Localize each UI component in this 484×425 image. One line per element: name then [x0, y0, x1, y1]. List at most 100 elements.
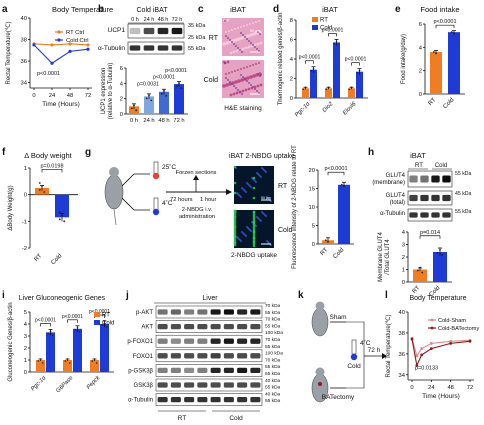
x-tick-label: Pgc-1α: [294, 101, 312, 119]
nbdg-signal: [252, 210, 256, 214]
y-tick-label: 8: [290, 18, 293, 24]
arm-label: BATectomy: [322, 394, 355, 401]
he-nucleus: [227, 79, 229, 81]
mouse-head-icon: [315, 301, 325, 311]
blot-band: [197, 367, 208, 374]
data-point: [135, 109, 138, 112]
row-label: Cold: [278, 227, 293, 234]
blot-band: [431, 194, 440, 202]
nbdg-signal: [252, 186, 256, 190]
series-line: [411, 339, 471, 368]
temperature-label: 4˚C: [360, 339, 371, 347]
nbdg-signal: [252, 238, 256, 242]
he-texture: [249, 75, 253, 79]
x-tick-label: Cold: [332, 247, 345, 260]
he-nucleus: [229, 81, 231, 83]
kda-marker: 55 kDa: [265, 323, 281, 329]
nucleus-stain: [251, 221, 253, 223]
he-texture: [244, 88, 248, 92]
y-axis-label: ΔBody Weight(g): [8, 185, 14, 230]
he-texture: [226, 60, 230, 64]
data-point: [419, 266, 421, 269]
he-texture: [222, 42, 226, 46]
he-texture: [228, 72, 230, 74]
blot-band: [184, 353, 195, 359]
blot-band: [223, 396, 234, 403]
x-tick-label: Elovl6: [342, 101, 358, 117]
bar-Cold: [333, 42, 340, 98]
scale-label: 50 μm: [250, 29, 260, 33]
y-tick-label: 3: [24, 334, 27, 340]
legend-label: Cold: [320, 26, 332, 32]
blot-band: [210, 367, 221, 374]
x-tick-label: Cold: [50, 253, 63, 266]
p-value: p=0.014: [420, 230, 440, 236]
legend-label: Cold: [102, 321, 114, 327]
bar-72h: [174, 84, 184, 114]
series-marker: [86, 47, 90, 51]
bar-Cold: [73, 328, 82, 372]
blot-band: [210, 382, 221, 388]
he-nucleus: [225, 77, 227, 79]
y-tick-label: 4: [402, 230, 406, 236]
he-texture: [259, 41, 263, 45]
data-point: [51, 334, 54, 337]
legend-marker: [430, 326, 434, 330]
x-tick-label: 24: [49, 93, 56, 99]
series-marker: [429, 341, 433, 345]
y-tick-label: 36: [21, 59, 27, 65]
data-point: [76, 327, 79, 329]
blot-row-label: GSK3β: [134, 383, 154, 389]
he-texture: [246, 76, 250, 80]
he-texture: [249, 33, 253, 37]
x-axis-label: Time (Hours): [422, 393, 460, 400]
blot-row-label: GLUT4: [386, 193, 406, 199]
kda-marker: 55 kDa: [265, 310, 281, 316]
data-point: [68, 362, 71, 364]
blot-band: [143, 45, 155, 51]
data-point: [435, 52, 437, 55]
panel-letter: c: [198, 4, 204, 15]
blot-row-label: GLUT4: [386, 173, 406, 179]
data-point: [163, 89, 165, 92]
kda-marker: 40 kDa: [265, 391, 281, 397]
kda-marker: 55 kDa: [265, 398, 281, 404]
nucleus-stain: [261, 211, 263, 213]
arrow: [121, 197, 150, 211]
nbdg-signal: [233, 235, 237, 239]
blot-band: [170, 382, 181, 388]
nbdg-signal: [233, 241, 237, 245]
series-line: [33, 44, 89, 64]
he-texture: [246, 34, 250, 38]
series-line: [33, 43, 89, 46]
data-point: [150, 99, 153, 102]
blot-band: [184, 338, 195, 344]
nbdg-signal: [233, 213, 237, 217]
mouse-tail: [113, 208, 117, 226]
nbdg-signal: [233, 211, 237, 215]
nucleus-stain: [241, 231, 243, 233]
he-texture: [234, 28, 236, 30]
series-marker: [410, 337, 414, 341]
row-label: Cold: [204, 77, 219, 84]
data-point: [61, 214, 63, 217]
x-tick-label: 72 h: [173, 118, 184, 124]
y-tick-label: 20: [309, 168, 315, 174]
blot-box: [127, 23, 185, 39]
he-nucleus: [252, 44, 254, 46]
y-tick-label: 38: [399, 331, 405, 337]
nbdg-signal: [252, 196, 256, 200]
group-label: Cold: [229, 415, 243, 422]
blot-band: [157, 338, 168, 344]
y-tick-label: -1: [22, 219, 27, 225]
kda-marker: 55 kDa: [265, 364, 281, 370]
blot-band: [431, 212, 440, 218]
data-point: [324, 239, 327, 242]
data-point: [93, 358, 96, 360]
time-label: 1 hour: [200, 197, 217, 203]
he-nucleus: [233, 43, 235, 45]
nbdg-signal: [233, 225, 237, 229]
he-texture: [232, 92, 236, 96]
blot-band: [170, 309, 181, 315]
y-tick-label: 2: [120, 97, 123, 103]
